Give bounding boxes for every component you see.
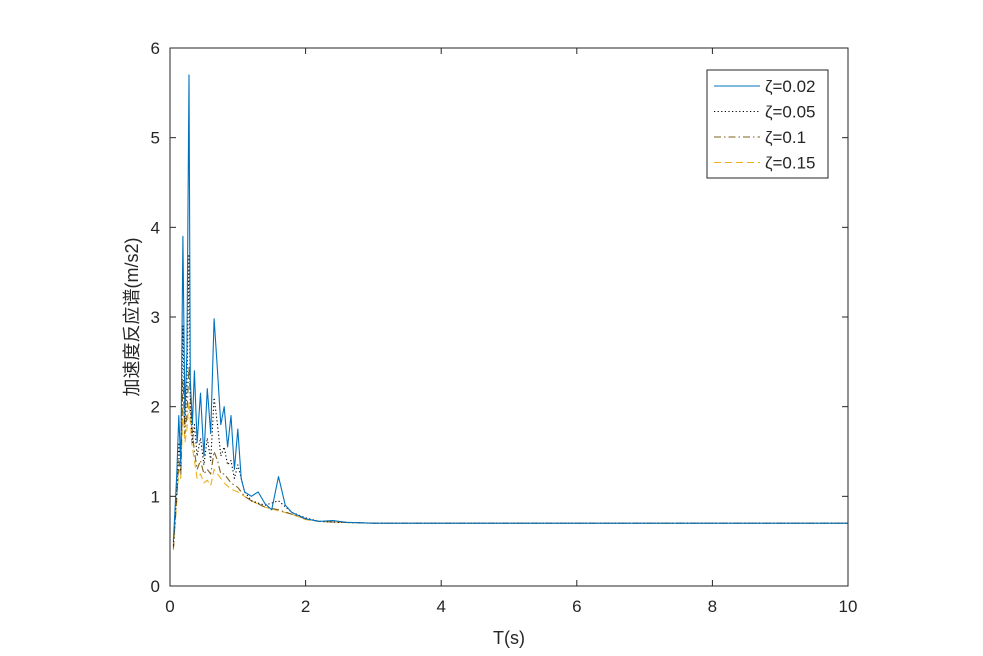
- x-axis-label: T(s): [493, 628, 525, 648]
- x-tick-label: 6: [572, 597, 581, 616]
- y-tick-label: 0: [151, 577, 160, 596]
- x-tick-label: 10: [839, 597, 858, 616]
- legend-label: ζ=0.05: [765, 103, 816, 122]
- series-line: [172, 74, 848, 542]
- legend-label: ζ=0.15: [765, 154, 816, 173]
- y-tick-label: 3: [151, 308, 160, 327]
- series-line: [172, 401, 848, 551]
- x-tick-label: 4: [436, 597, 445, 616]
- y-tick-label: 4: [151, 218, 160, 237]
- y-tick-label: 5: [151, 129, 160, 148]
- x-tick-label: 8: [708, 597, 717, 616]
- y-tick-label: 1: [151, 487, 160, 506]
- y-axis-label: 加速度反应谱(m/s2): [122, 238, 142, 397]
- series-line: [172, 253, 848, 546]
- legend: ζ=0.02 ζ=0.05 ζ=0.1 ζ=0.15: [706, 69, 829, 179]
- series-line: [172, 365, 848, 549]
- x-tick-label: 0: [165, 597, 174, 616]
- legend-label: ζ=0.02: [765, 77, 816, 96]
- x-axis: 0 2 4 6 8 10: [165, 48, 857, 616]
- x-tick-label: 2: [301, 597, 310, 616]
- legend-label: ζ=0.1: [765, 128, 806, 147]
- y-axis: 0 1 2 3 4 5 6: [151, 39, 848, 596]
- legend-box: [706, 69, 829, 179]
- y-tick-label: 6: [151, 39, 160, 58]
- y-tick-label: 2: [151, 398, 160, 417]
- series-layer: [172, 74, 848, 551]
